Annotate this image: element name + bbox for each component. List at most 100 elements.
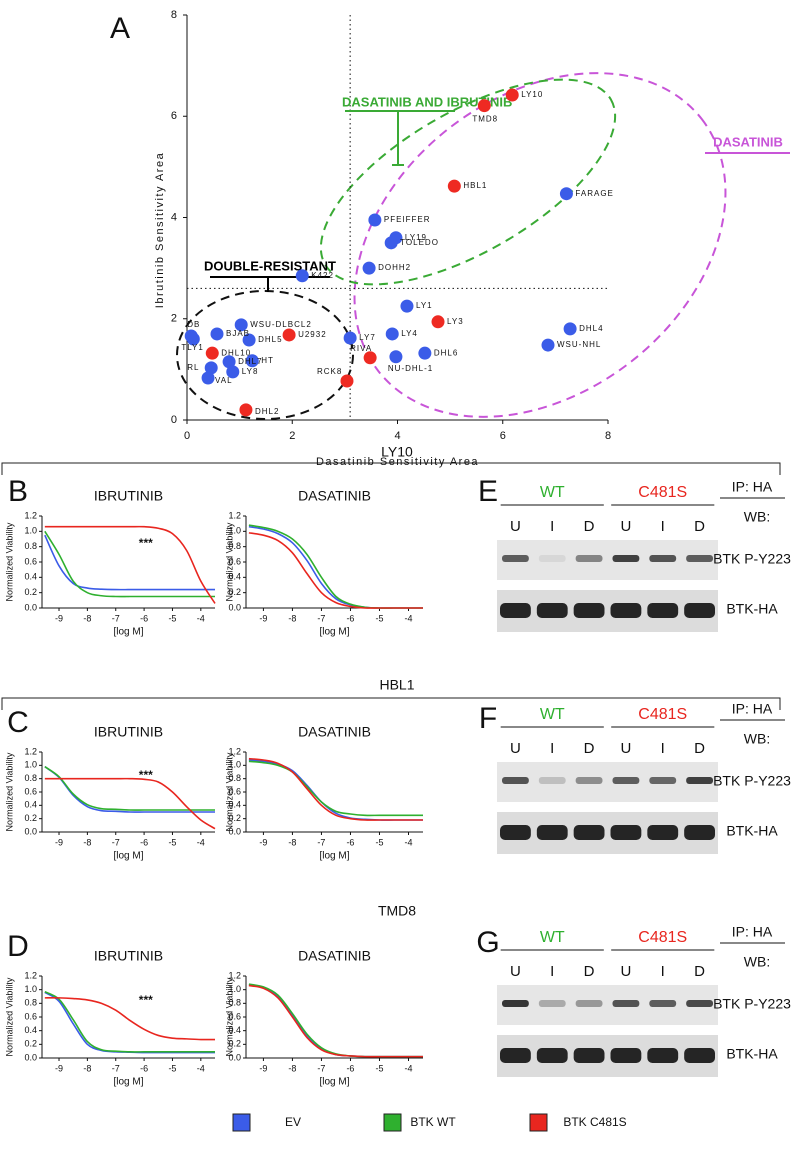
- x-tick-label: -7: [112, 613, 120, 623]
- dose-response-curve: [44, 525, 216, 604]
- x-tick-label: -4: [197, 613, 205, 623]
- x-tick-label: -7: [317, 1063, 325, 1073]
- y-axis-label: Normalized Viability: [4, 522, 14, 601]
- x-tick-label: -8: [288, 837, 296, 847]
- lane-label: D: [694, 518, 705, 535]
- annotation-bar: [345, 110, 455, 166]
- blot-band: [684, 825, 715, 840]
- lane-label: I: [661, 518, 665, 535]
- y-tick-label: 0.6: [24, 786, 37, 796]
- scatter-point: [186, 332, 200, 346]
- x-tick-label: -5: [168, 837, 176, 847]
- point-label: RIVA: [350, 344, 372, 353]
- legend-label: EV: [285, 1115, 301, 1129]
- y-tick-label: 0.8: [24, 541, 37, 551]
- blot-band: [575, 555, 603, 562]
- x-axis-label: [log M]: [113, 1077, 143, 1088]
- scatter-point: [295, 269, 309, 283]
- panel-letter: F: [479, 702, 497, 735]
- panel-letter: A: [110, 12, 130, 45]
- scatter-point: [505, 88, 519, 102]
- x-tick-label: 4: [394, 430, 400, 442]
- x-axis-label: [log M]: [319, 851, 349, 862]
- blot-band: [538, 777, 566, 784]
- y-axis-label: Normalized Viability: [224, 522, 234, 601]
- panel-bracket: [1, 462, 781, 475]
- blot-band: [612, 1000, 640, 1007]
- blot-strip: [497, 590, 718, 632]
- y-tick-label: 8: [171, 9, 177, 21]
- blot-band: [684, 1048, 715, 1063]
- x-axis-label: [log M]: [319, 627, 349, 638]
- chart-title: IBRUTINIB: [94, 488, 163, 504]
- scatter-point: [559, 187, 573, 201]
- scatter-point: [400, 299, 414, 313]
- dose-response-curve: [44, 534, 215, 591]
- chart-title: DASATINIB: [298, 948, 371, 964]
- y-tick-label: 0.6: [228, 556, 241, 566]
- lane-label: I: [661, 963, 665, 980]
- lane-label: I: [550, 518, 554, 535]
- point-label: U2932: [298, 330, 327, 339]
- blot-band: [500, 825, 531, 840]
- scatter-point: [226, 365, 240, 379]
- blot-band: [575, 777, 603, 784]
- band-label: BTK-HA: [726, 601, 778, 617]
- dose-response-curve: [248, 760, 423, 817]
- blot-band: [573, 603, 605, 618]
- y-tick-label: 0.4: [228, 800, 241, 810]
- wb-label: WB:: [744, 731, 770, 747]
- x-tick-label: -4: [197, 837, 205, 847]
- group-label: C481S: [638, 706, 687, 723]
- ip-label: IP: HA: [732, 701, 773, 717]
- y-tick-label: 0.2: [228, 1039, 241, 1049]
- point-label: DHL10: [221, 348, 251, 357]
- x-tick-label: -8: [83, 1063, 91, 1073]
- significance-label: ***: [139, 536, 153, 550]
- wb-label: WB:: [744, 954, 770, 970]
- y-tick-label: 0.0: [228, 602, 241, 612]
- x-tick-label: -9: [55, 837, 63, 847]
- blot-band: [686, 555, 713, 562]
- blot-band: [502, 555, 529, 562]
- y-tick-label: 0.6: [24, 556, 37, 566]
- x-tick-label: -6: [140, 613, 148, 623]
- x-tick-label: -8: [83, 837, 91, 847]
- annotation: DASATINIB: [713, 134, 783, 149]
- blot-band: [647, 825, 679, 840]
- blot-band: [612, 555, 640, 562]
- point-label: LY8: [242, 367, 259, 376]
- y-axis-label: Normalized Viability: [224, 977, 234, 1056]
- x-tick-label: 8: [605, 430, 611, 442]
- cell-line-title: LY10: [381, 444, 413, 460]
- lane-label: I: [550, 740, 554, 757]
- scatter-point: [210, 327, 224, 341]
- group-label: C481S: [638, 484, 687, 501]
- y-axis-label: Normalized Viability: [4, 977, 14, 1056]
- blot-band: [536, 603, 568, 618]
- y-tick-label: 0.8: [228, 998, 241, 1008]
- x-tick-label: -4: [404, 837, 412, 847]
- y-tick-label: 0.8: [228, 541, 241, 551]
- y-tick-label: 0.2: [24, 813, 37, 823]
- x-axis-label: [log M]: [113, 627, 143, 638]
- blot-band: [573, 1048, 605, 1063]
- scatter-point: [447, 179, 461, 193]
- x-tick-label: -9: [259, 837, 267, 847]
- y-tick-label: 0.4: [24, 800, 37, 810]
- point-label: DB: [187, 320, 200, 329]
- group-ellipse: [353, 72, 727, 418]
- scatter-point: [477, 99, 491, 113]
- band-label: BTK P-Y223: [713, 551, 791, 567]
- lane-label: I: [550, 963, 554, 980]
- x-tick-label: -7: [112, 1063, 120, 1073]
- x-tick-label: -4: [404, 1063, 412, 1073]
- y-tick-label: 0.6: [24, 1011, 37, 1021]
- chart-title: DASATINIB: [298, 488, 371, 504]
- scatter-point: [201, 371, 215, 385]
- lane-label: D: [694, 963, 705, 980]
- y-tick-label: 0.0: [228, 826, 241, 836]
- point-label: FARAGE: [575, 189, 613, 198]
- x-tick-label: 2: [289, 430, 295, 442]
- y-tick-label: 4: [171, 211, 177, 223]
